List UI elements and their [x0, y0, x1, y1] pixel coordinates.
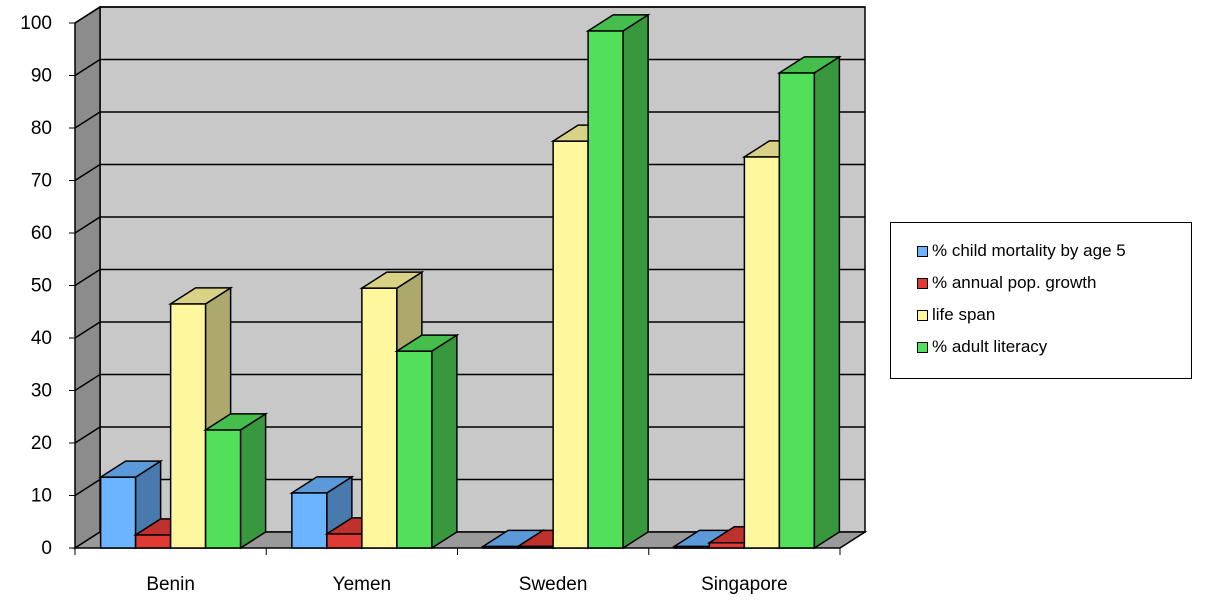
- legend-item-life-span: life span: [917, 299, 1191, 331]
- legend-swatch-life-span: [917, 309, 928, 321]
- y-tick-label: 40: [31, 328, 52, 349]
- legend-swatch-child-mortality: [917, 245, 928, 257]
- bar: [361, 287, 398, 549]
- legend-item-pop-growth: % annual pop. growth: [917, 267, 1191, 299]
- legend-label-child-mortality: % child mortality by age 5: [932, 241, 1126, 260]
- y-tick-label: 80: [31, 118, 52, 139]
- bar: [291, 492, 328, 549]
- legend-label-life-span: life span: [932, 305, 996, 324]
- bar: [708, 542, 746, 549]
- bar: [204, 429, 242, 549]
- x-tick-label: Sweden: [519, 574, 588, 595]
- y-tick-label: 50: [31, 276, 52, 297]
- bar-top: [394, 334, 460, 352]
- bar-side: [813, 55, 841, 550]
- bar: [396, 350, 433, 549]
- bar: [778, 72, 816, 549]
- y-tick-label: 70: [31, 171, 52, 192]
- bar: [587, 30, 624, 549]
- x-tick-label: Benin: [146, 574, 195, 595]
- bar: [743, 156, 781, 549]
- legend-swatch-adult-literacy: [917, 341, 928, 353]
- bar-top: [203, 413, 269, 431]
- y-tick-label: 100: [20, 13, 52, 34]
- bar-top: [289, 476, 355, 494]
- y-tick-label: 0: [41, 538, 52, 559]
- bar-top: [776, 56, 842, 74]
- bar-side: [622, 13, 649, 550]
- bar: [169, 303, 207, 549]
- legend-swatch-pop-growth: [917, 277, 928, 289]
- bar-top: [585, 14, 651, 32]
- bar: [99, 476, 137, 549]
- chart-legend: % child mortality by age 5 % annual pop.…: [890, 222, 1192, 379]
- y-tick-label: 20: [31, 433, 52, 454]
- y-tick-label: 90: [31, 66, 52, 87]
- bar-side: [431, 333, 458, 550]
- legend-item-adult-literacy: % adult literacy: [917, 331, 1191, 363]
- bar: [134, 534, 172, 549]
- bar-top: [168, 287, 234, 305]
- bar-top: [359, 271, 425, 289]
- legend-item-child-mortality: % child mortality by age 5: [917, 235, 1191, 267]
- bar-top: [98, 460, 164, 478]
- x-tick-label: Yemen: [333, 574, 391, 595]
- gridline: [74, 6, 865, 24]
- bar-side: [239, 412, 267, 550]
- y-tick-label: 60: [31, 223, 52, 244]
- legend-label-pop-growth: % annual pop. growth: [932, 273, 1097, 292]
- bar: [326, 533, 363, 549]
- x-tick-label: Singapore: [701, 574, 788, 595]
- bar: [552, 140, 589, 549]
- legend-label-adult-literacy: % adult literacy: [932, 337, 1048, 356]
- y-tick-label: 10: [31, 486, 52, 507]
- y-tick-label: 30: [31, 381, 52, 402]
